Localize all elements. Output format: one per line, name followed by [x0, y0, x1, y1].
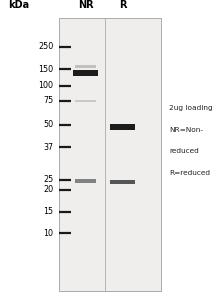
Text: 20: 20 — [43, 185, 53, 194]
Text: 150: 150 — [38, 64, 53, 74]
Text: R: R — [119, 0, 127, 10]
Text: 2ug loading: 2ug loading — [169, 105, 213, 111]
Text: 15: 15 — [43, 207, 53, 216]
Text: 250: 250 — [38, 42, 53, 51]
Text: 100: 100 — [38, 81, 53, 90]
Text: NR=Non-: NR=Non- — [169, 127, 203, 133]
Text: kDa: kDa — [8, 0, 29, 10]
Bar — [75, 179, 96, 182]
Text: 25: 25 — [43, 176, 53, 184]
Bar — [75, 65, 96, 68]
FancyBboxPatch shape — [59, 18, 161, 291]
Text: NR: NR — [78, 0, 94, 10]
Text: reduced: reduced — [169, 148, 199, 154]
Text: 75: 75 — [43, 96, 53, 105]
Text: 37: 37 — [43, 142, 53, 152]
Bar — [110, 124, 135, 130]
Bar — [110, 180, 135, 184]
Text: R=reduced: R=reduced — [169, 170, 210, 176]
Text: 10: 10 — [43, 229, 53, 238]
Bar — [73, 70, 98, 76]
Text: 50: 50 — [43, 120, 53, 129]
Bar — [75, 100, 96, 102]
